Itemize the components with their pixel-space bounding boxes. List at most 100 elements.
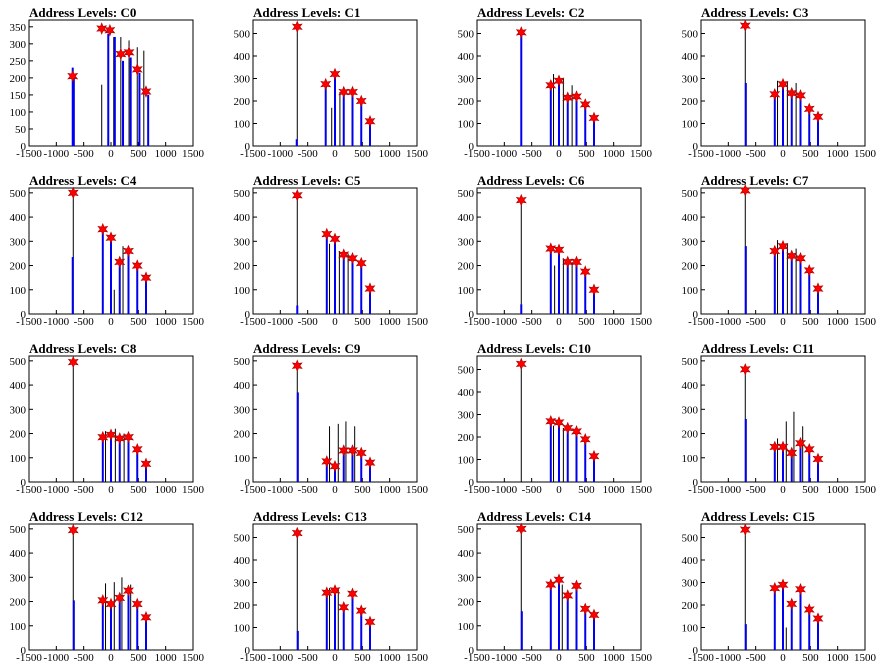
star-marker [545,578,557,591]
x-tick-label: -1500 [688,148,714,160]
star-marker [553,74,565,88]
y-tick-label: 300 [458,74,475,86]
x-tick-label: 0 [332,148,338,160]
y-tick-label: 300 [682,578,699,590]
chart-title: Address Levels: C5 [253,173,361,188]
x-tick-label: -500 [74,484,95,496]
star-marker [739,184,751,197]
chart-panel: Address Levels: C6 0 100 200 300 400 500 -1500-… [448,168,672,336]
star-marker [140,457,152,471]
star-marker [347,251,358,265]
star-marker [786,86,798,100]
x-tick-label: 0 [556,652,562,664]
star-marker [786,597,798,611]
x-tick-label: 0 [332,484,338,496]
star-marker [105,428,117,442]
star-marker [571,425,582,438]
x-tick-label: -1000 [267,148,293,160]
star-marker [803,442,815,456]
x-tick-label: -500 [74,316,95,328]
x-tick-label: -1000 [491,484,517,496]
y-tick-label: 100 [682,453,699,465]
x-tick-label: 500 [802,316,819,328]
x-tick-label: 0 [780,652,786,664]
y-tick-label: 0 [245,309,251,321]
chart-panel: Address Levels: C14 0 100 200 300 400 500 -1500… [448,504,672,672]
x-tick-label: -1500 [688,484,714,496]
x-tick-label: 0 [556,484,562,496]
x-tick-label: -1500 [16,148,42,160]
x-tick-label: -1500 [688,652,714,664]
star-marker [545,414,557,428]
y-tick-label: 100 [10,107,27,119]
star-marker [338,600,350,614]
star-marker [329,232,341,246]
star-marker [803,102,815,116]
chart-svg: Address Levels: C90100200300400500-1500-… [234,341,429,496]
chart-title: Address Levels: C12 [29,509,143,524]
x-tick-label: 500 [354,148,371,160]
y-tick-label: 400 [10,380,27,392]
x-tick-label: -500 [522,316,543,328]
y-tick-label: 100 [458,119,475,131]
y-tick-label: 0 [693,309,699,321]
star-marker [123,46,135,59]
x-tick-label: 500 [578,148,595,160]
x-tick-label: 1500 [854,484,877,496]
x-tick-label: 0 [780,484,786,496]
x-tick-label: 0 [108,484,114,496]
x-tick-label: -1000 [715,316,741,328]
star-marker [562,589,574,602]
y-tick-label: 500 [682,29,699,41]
star-marker [104,23,116,37]
x-tick-label: 1000 [603,484,626,496]
star-marker [588,449,600,463]
star-marker [97,594,109,607]
y-tick-label: 200 [682,96,699,108]
star-marker [786,446,798,460]
y-tick-label: 400 [10,548,27,560]
chart-panel: Address Levels: C2 0 100 200 300 400 500 -1500-… [448,0,672,168]
x-tick-label: 1000 [379,316,402,328]
y-tick-label: 200 [10,73,27,85]
y-tick-label: 0 [21,645,27,657]
x-tick-label: 1000 [603,316,626,328]
star-marker [291,359,303,372]
x-tick-label: 500 [578,316,595,328]
star-marker [96,22,108,35]
y-tick-label: 300 [234,404,251,416]
chart-panel: Address Levels: C11 0 100 200 300 400 500 -1500… [672,336,896,504]
star-marker [769,244,781,258]
star-marker [140,85,152,98]
star-marker [67,69,79,83]
star-marker [571,90,582,103]
star-marker [777,578,789,592]
x-tick-label: -1500 [16,316,42,328]
x-tick-label: 1500 [406,484,429,496]
chart-svg: Address Levels: C13 0 100 200 300 400 500 -1500… [234,509,429,664]
y-tick-label: 200 [682,600,699,612]
y-tick-label: 400 [458,548,475,560]
star-marker [515,26,527,39]
star-marker [812,110,824,124]
y-tick-label: 0 [21,141,27,153]
x-tick-label: 500 [802,148,819,160]
y-tick-label: 0 [245,477,251,489]
x-tick-label: -1500 [464,148,490,160]
star-marker [355,256,367,270]
x-tick-label: 0 [556,148,562,160]
chart-svg: Address Levels: C50100200300400500-1500-… [234,173,429,328]
y-tick-label: 300 [458,236,475,248]
chart-title: Address Levels: C8 [29,341,137,356]
x-tick-label: -500 [298,652,319,664]
star-marker [553,416,565,429]
star-marker [562,91,574,104]
star-marker [769,87,781,101]
x-tick-label: -500 [522,148,543,160]
chart-title: Address Levels: C14 [477,509,591,524]
star-marker [114,255,126,269]
star-marker [131,63,143,76]
star-marker [588,283,600,297]
y-tick-label: 300 [458,410,475,422]
x-tick-label: -500 [298,148,319,160]
